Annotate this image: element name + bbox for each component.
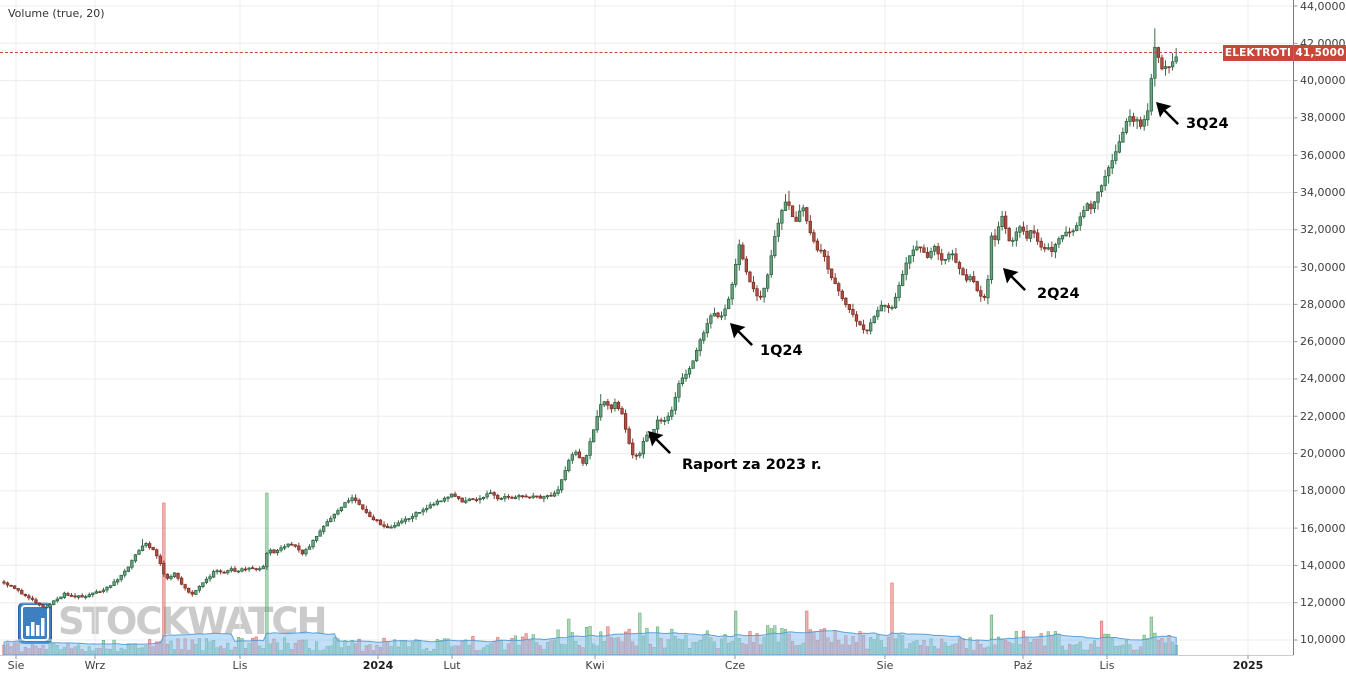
- y-axis-label: 20,0000: [1300, 447, 1346, 461]
- y-axis-label: 30,0000: [1300, 260, 1346, 274]
- annotation-report-2023[interactable]: Raport za 2023 r.: [682, 457, 822, 473]
- x-axis-label: 2024: [362, 659, 394, 672]
- y-axis-label: 34,0000: [1300, 185, 1346, 199]
- volume-indicator-label: Volume (true, 20): [8, 7, 105, 20]
- y-axis-label: 44,0000: [1300, 0, 1346, 13]
- y-axis-label: 36,0000: [1300, 148, 1346, 162]
- annotation-3q24[interactable]: 3Q24: [1186, 116, 1229, 132]
- x-axis-label: Cze: [724, 659, 746, 672]
- x-axis-label: Lut: [443, 659, 461, 672]
- y-axis-label: 26,0000: [1300, 335, 1346, 349]
- last-price-line: [0, 52, 1222, 54]
- x-axis-label: Sie: [876, 659, 894, 672]
- last-price-value: 41,5000: [1295, 46, 1345, 59]
- y-axis-label: 40,0000: [1300, 74, 1346, 88]
- y-axis-label: 14,0000: [1300, 558, 1346, 572]
- x-axis-label: Wrz: [84, 659, 106, 672]
- y-axis-label: 24,0000: [1300, 372, 1346, 386]
- last-price-badge: 41,5000: [1294, 44, 1346, 61]
- x-axis-label: Lis: [1099, 659, 1115, 672]
- arrow-annotation-icon[interactable]: [1002, 267, 1028, 293]
- x-axis-label: Lis: [232, 659, 248, 672]
- arrow-annotation-icon[interactable]: [647, 430, 673, 456]
- x-axis-label: Sie: [7, 659, 25, 672]
- y-axis-label: 18,0000: [1300, 484, 1346, 498]
- y-axis-label: 16,0000: [1300, 521, 1346, 535]
- arrow-annotation-icon[interactable]: [729, 322, 755, 348]
- y-axis-label: 28,0000: [1300, 297, 1346, 311]
- x-axis-label: Paź: [1013, 659, 1033, 672]
- ticker-badge: ELEKTROTI: [1223, 44, 1293, 61]
- annotation-2q24[interactable]: 2Q24: [1037, 286, 1080, 302]
- x-axis-label: 2025: [1232, 659, 1264, 672]
- x-axis-label: Kwi: [585, 659, 605, 672]
- y-axis-label: 32,0000: [1300, 223, 1346, 237]
- y-axis-label: 38,0000: [1300, 111, 1346, 125]
- y-axis-label: 22,0000: [1300, 409, 1346, 423]
- arrow-annotation-icon[interactable]: [1155, 101, 1181, 127]
- y-axis-label: 10,0000: [1300, 633, 1346, 647]
- annotation-1q24[interactable]: 1Q24: [760, 343, 803, 359]
- y-axis-label: 12,0000: [1300, 596, 1346, 610]
- ticker-label: ELEKTROTI: [1224, 46, 1292, 59]
- stockwatch-logo-icon: [18, 602, 52, 644]
